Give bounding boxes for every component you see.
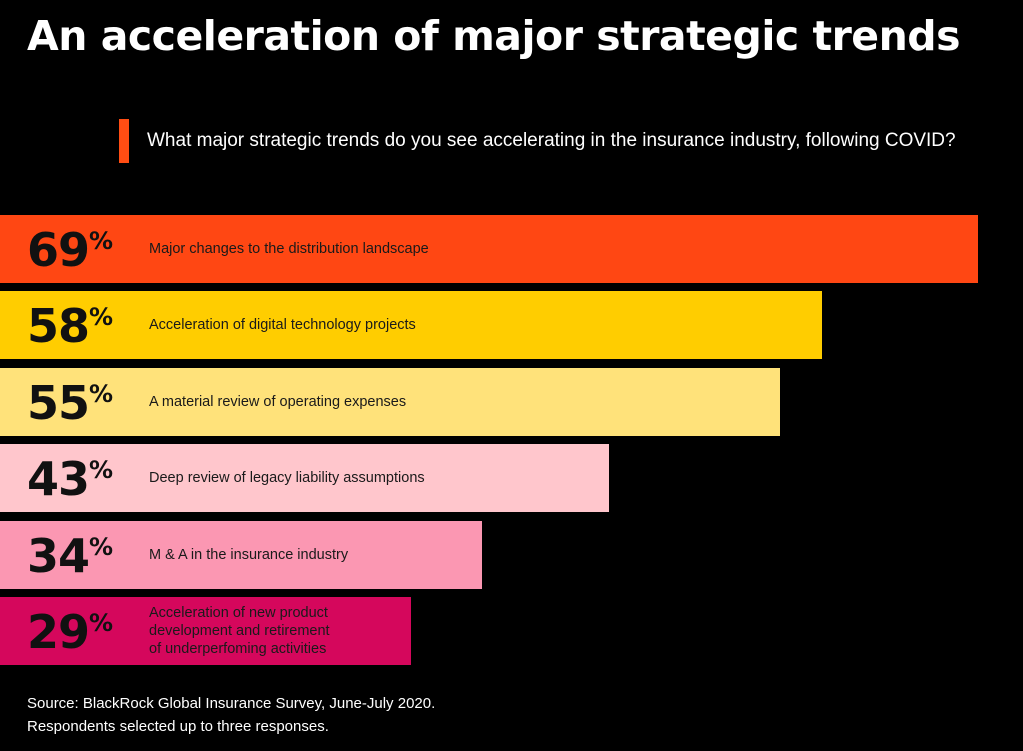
bar: [0, 444, 609, 512]
bar-value-number: 43: [27, 452, 90, 506]
percent-sign: %: [89, 303, 114, 331]
bar: [0, 215, 978, 283]
percent-sign: %: [89, 380, 114, 408]
bar-category-label: Deep review of legacy liability assumpti…: [149, 470, 425, 486]
percent-sign: %: [89, 456, 114, 484]
source-line: Source: BlackRock Global Insurance Surve…: [27, 695, 436, 712]
percent-sign: %: [89, 227, 114, 255]
bar-value-label: 69%: [27, 227, 113, 273]
survey-question: What major strategic trends do you see a…: [147, 130, 956, 151]
bar: [0, 291, 822, 359]
bar-value-number: 69: [27, 223, 90, 277]
bar-value-number: 29: [27, 605, 90, 659]
bar-value-label: 55%: [27, 380, 113, 426]
bar-value-number: 34: [27, 529, 90, 583]
percent-sign: %: [89, 609, 114, 637]
bar-category-label: M & A in the insurance industry: [149, 547, 349, 563]
bar-value-number: 58: [27, 299, 90, 353]
bar-category-label: Acceleration of digital technology proje…: [149, 317, 416, 333]
bar-value-label: 58%: [27, 303, 113, 349]
bar: [0, 368, 780, 436]
bar: [0, 597, 411, 665]
question-marker: [119, 119, 129, 163]
chart-title: An acceleration of major strategic trend…: [27, 12, 961, 60]
bar-value-label: 34%: [27, 533, 113, 579]
bar-category-label: Acceleration of new product development …: [149, 605, 330, 657]
respondents-note: Respondents selected up to three respons…: [27, 718, 329, 735]
bar-category-label: Major changes to the distribution landsc…: [149, 241, 429, 257]
bar-value-number: 55: [27, 376, 90, 430]
bar-value-label: 29%: [27, 609, 113, 655]
bar: [0, 521, 482, 589]
bar-category-label: A material review of operating expenses: [149, 394, 407, 410]
source-note: Source: BlackRock Global Insurance Surve…: [27, 692, 435, 738]
percent-sign: %: [89, 533, 114, 561]
bar-value-label: 43%: [27, 456, 113, 502]
